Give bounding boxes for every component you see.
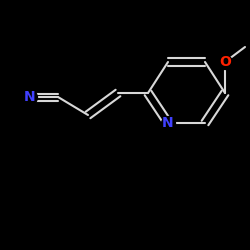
Text: N: N xyxy=(162,116,174,130)
Text: N: N xyxy=(24,90,36,104)
Text: O: O xyxy=(219,55,231,69)
